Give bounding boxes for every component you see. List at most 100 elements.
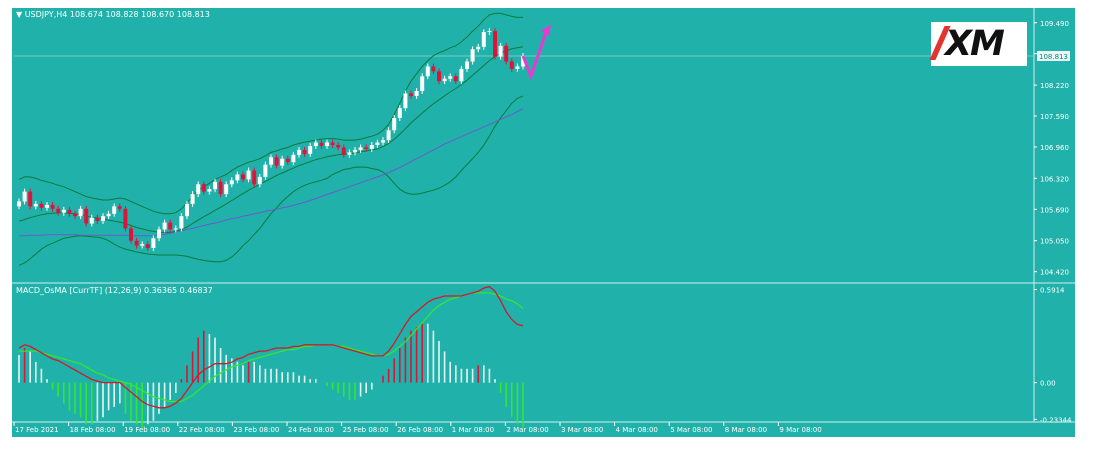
candle [207, 186, 212, 195]
candle-body [252, 170, 257, 185]
candle [50, 201, 55, 212]
time-tick-label: 19 Feb 08:00 [124, 426, 170, 434]
candle-body [269, 157, 273, 165]
candles-layer [17, 24, 551, 252]
candle-body [453, 76, 458, 82]
candle [437, 68, 441, 85]
candle-body [224, 184, 229, 195]
candle [459, 65, 464, 85]
candle [481, 29, 486, 50]
candle-body [375, 142, 380, 145]
time-tick-label: 23 Feb 08:00 [233, 426, 279, 434]
candle-body [515, 66, 520, 69]
candle-body [470, 49, 475, 62]
candle [185, 200, 189, 220]
candle [313, 139, 318, 149]
symbol-info: ▼ USDJPY,H4 108.674 108.828 108.670 108.… [16, 10, 210, 19]
candle-body [381, 140, 385, 143]
candle [403, 90, 408, 112]
candle-body [17, 201, 21, 207]
candle-body [431, 66, 436, 72]
candle-body [112, 206, 117, 214]
indicator-info: MACD_OsMA [CurrTF] (12,26,9) 0.36365 0.4… [16, 286, 213, 295]
candle-body [190, 194, 195, 204]
candle [229, 177, 234, 188]
candle-body [241, 174, 245, 180]
candle [201, 181, 206, 195]
candle-body [173, 228, 178, 230]
candle-body [45, 204, 49, 208]
indicator-lines [18, 12, 524, 266]
time-tick-label: 8 Mar 08:00 [725, 426, 767, 434]
price-tick-label: 106.960 [1040, 144, 1069, 152]
candle-body [263, 164, 268, 177]
candle [476, 43, 481, 53]
candle [22, 188, 27, 205]
candle [84, 205, 89, 227]
candle [179, 213, 184, 232]
candle-body [157, 229, 161, 239]
candle [67, 206, 72, 217]
candle-body [498, 45, 503, 57]
candle [117, 203, 122, 212]
candle [375, 139, 380, 148]
candle-body [162, 222, 167, 230]
candle-body [330, 142, 335, 145]
candle [106, 210, 111, 220]
chart-canvas: 109.490108.860108.220107.590106.960106.3… [12, 8, 1075, 434]
candle [173, 225, 178, 233]
candle [235, 171, 240, 184]
candle-body [392, 118, 397, 131]
price-tick-label: 104.420 [1040, 269, 1069, 277]
candle [162, 219, 167, 233]
candle [168, 219, 173, 233]
candle [414, 88, 419, 99]
time-tick-label: 2 Mar 08:00 [506, 426, 548, 434]
candle [302, 146, 307, 157]
candle-body [302, 149, 307, 154]
candle [218, 178, 223, 198]
candle-body [504, 45, 509, 62]
candle [33, 200, 38, 210]
candle-body [185, 203, 189, 217]
candle-body [179, 216, 184, 229]
macd-layer [18, 285, 524, 428]
candle [190, 191, 195, 207]
xm-logo: XM [929, 22, 1027, 66]
candle-body [297, 149, 301, 155]
candle [45, 201, 49, 211]
macd-main-line [18, 285, 524, 409]
candle [425, 63, 430, 80]
candle-body [73, 213, 77, 217]
bollinger-lower-line [18, 95, 524, 266]
candle-body [319, 142, 324, 146]
candle [353, 146, 357, 156]
candle-body [140, 244, 145, 246]
candle [297, 146, 301, 158]
candle [280, 155, 285, 169]
candle [241, 171, 245, 183]
candle-body [28, 191, 33, 207]
candle [358, 144, 363, 153]
candle-body [465, 61, 469, 69]
candle-body [437, 71, 441, 82]
candle-body [358, 147, 363, 150]
candle [257, 173, 262, 188]
time-tick-label: 5 Mar 08:00 [670, 426, 712, 434]
candle [263, 161, 268, 180]
candle-body [229, 180, 234, 185]
candle [515, 63, 520, 72]
candle [89, 214, 94, 227]
time-tick-label: 18 Feb 08:00 [70, 426, 116, 434]
candle-body [341, 147, 346, 155]
candle [123, 205, 128, 232]
candle-body [369, 145, 374, 149]
candle-body [67, 209, 72, 214]
candle [397, 105, 402, 121]
candle [157, 226, 161, 242]
dropdown-triangle-icon[interactable]: ▼ [16, 10, 23, 19]
candle-body [22, 191, 27, 202]
candle-body [218, 181, 223, 195]
candle [409, 90, 413, 99]
candle [386, 127, 391, 144]
